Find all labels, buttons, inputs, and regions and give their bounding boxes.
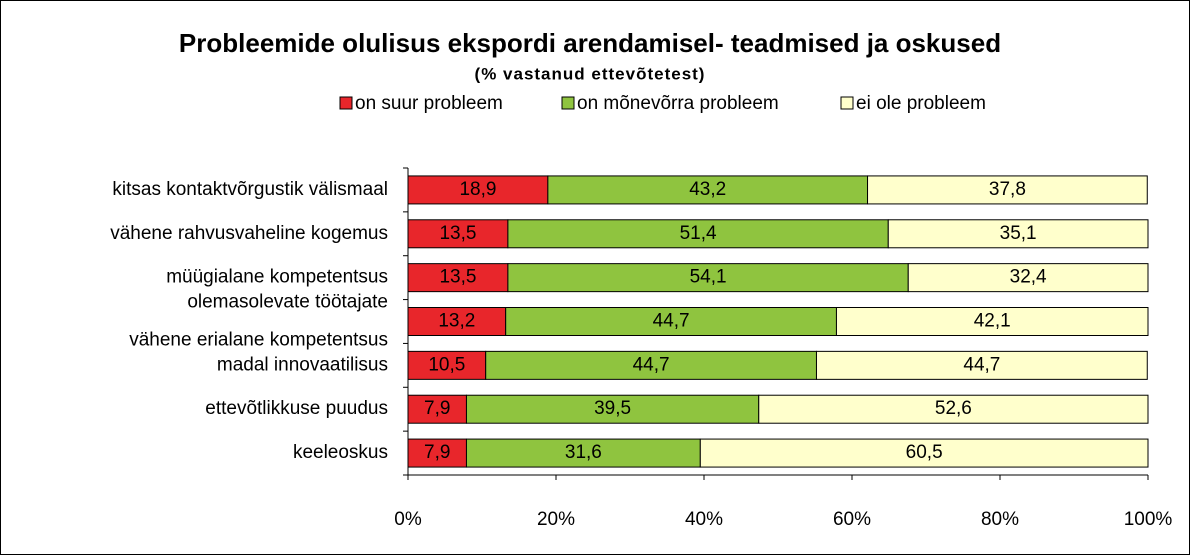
bar-segment: [758, 394, 1149, 424]
bar-segment: [407, 438, 467, 468]
data-label: 44,7: [633, 354, 670, 375]
bar-segment: [407, 307, 507, 336]
bar-segment: [407, 219, 509, 249]
data-label: 32,4: [1010, 267, 1047, 288]
data-label: 39,5: [594, 398, 631, 419]
bar-segment: [505, 307, 837, 336]
x-tick-label: 60%: [833, 509, 871, 530]
bar-segment: [867, 175, 1148, 205]
legend-swatch: [561, 96, 575, 110]
data-label: 7,9: [424, 398, 450, 419]
bar-segment: [835, 307, 1149, 336]
legend-label: on mõnevõrra probleem: [577, 93, 779, 114]
y-tick-label: vähene rahvusvaheline kogemus: [110, 223, 388, 244]
data-label: 51,4: [680, 223, 717, 244]
legend-swatch: [339, 96, 353, 110]
x-tick-label: 20%: [537, 509, 575, 530]
data-label: 37,8: [989, 179, 1026, 200]
data-label: 52,6: [935, 398, 972, 419]
bar-segment: [465, 438, 701, 468]
y-tick-label: keeleoskus: [293, 442, 388, 463]
y-tick-label: kitsas kontaktvõrgustik välismaal: [112, 179, 388, 200]
chart-subtitle: (% vastanud ettevõtetest): [475, 64, 706, 83]
y-tick-label: madal innovaatilisus: [217, 354, 388, 375]
data-label: 13,5: [439, 267, 476, 288]
data-label: 44,7: [653, 311, 690, 332]
bar-segment: [407, 175, 549, 205]
data-label: 44,7: [963, 354, 1000, 375]
data-label: 13,2: [438, 311, 475, 332]
data-label: 54,1: [690, 267, 727, 288]
x-tick-label: 100%: [1124, 509, 1173, 530]
bar-segment: [907, 263, 1149, 293]
chart-title: Probleemide olulisus ekspordi arendamise…: [179, 28, 1001, 58]
bar-segment: [699, 438, 1149, 468]
bar-segment: [507, 263, 909, 293]
data-label: 13,5: [439, 223, 476, 244]
x-tick-label: 40%: [685, 509, 723, 530]
legend-label: on suur probleem: [355, 93, 503, 114]
bar-segment: [465, 394, 760, 424]
data-label: 35,1: [1000, 223, 1037, 244]
bar-segment: [547, 175, 869, 205]
legend-label: ei ole probleem: [856, 93, 986, 114]
data-label: 7,9: [424, 442, 450, 463]
y-tick-label: olemasolevate töötajate: [187, 292, 388, 313]
y-tick-label: ettevõtlikkuse puudus: [205, 398, 388, 419]
y-tick-label: vähene erialane kompetentsus: [129, 330, 388, 351]
bar-segment: [887, 219, 1149, 249]
legend-swatch: [840, 96, 854, 110]
bar-segment: [815, 350, 1148, 380]
bar-segment: [407, 350, 487, 380]
x-tick-label: 0%: [394, 509, 422, 530]
data-label: 18,9: [459, 179, 496, 200]
data-label: 60,5: [906, 442, 943, 463]
y-tick-label: müügialane kompetentsus: [166, 267, 388, 288]
x-tick-label: 80%: [981, 509, 1019, 530]
data-label: 10,5: [428, 354, 465, 375]
bar-segment: [485, 350, 817, 380]
data-label: 43,2: [689, 179, 726, 200]
bar-segment: [407, 263, 509, 293]
bar-segment: [507, 219, 889, 249]
data-label: 31,6: [565, 442, 602, 463]
data-label: 42,1: [974, 311, 1011, 332]
